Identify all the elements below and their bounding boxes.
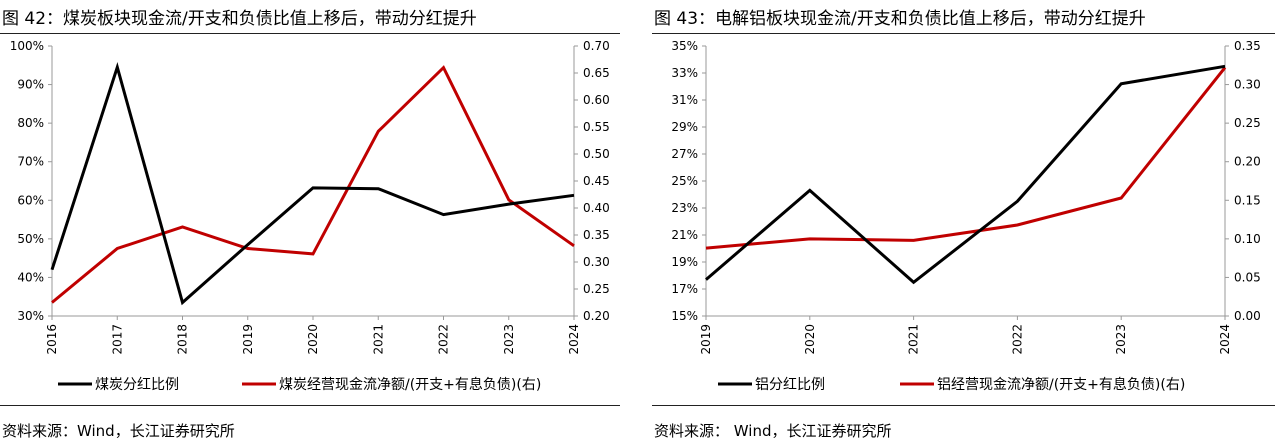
aluminum-x-tick-label: 2021 bbox=[907, 324, 921, 355]
coal-left-tick-label: 40% bbox=[17, 270, 44, 284]
aluminum-left-tick-label: 21% bbox=[671, 228, 698, 242]
coal-chart-title: 图 42：煤炭板块现金流/开支和负债比值上移后，带动分红提升 bbox=[2, 9, 477, 29]
coal-left-tick-label: 90% bbox=[17, 78, 44, 92]
aluminum-chart-svg: 15% 17% 19% 21% 23% 25% 27% 29% 31% 33% 35% 0.00 0.0… bbox=[671, 39, 1261, 393]
aluminum-left-tick-label: 29% bbox=[671, 120, 698, 134]
coal-x-tick-label: 2019 bbox=[241, 324, 255, 355]
aluminum-left-tick-label: 19% bbox=[671, 255, 698, 269]
coal-title-divider bbox=[0, 33, 620, 34]
coal-right-tick-label: 0.55 bbox=[583, 120, 610, 134]
coal-right-tick-label: 0.45 bbox=[583, 174, 610, 188]
aluminum-left-tick-label: 25% bbox=[671, 174, 698, 188]
aluminum-series-payout-line bbox=[705, 64, 1226, 285]
coal-x-tick-label: 2020 bbox=[306, 324, 320, 355]
coal-x-tick-label: 2024 bbox=[567, 324, 581, 355]
coal-right-tick-label: 0.70 bbox=[583, 39, 610, 53]
coal-series-cashflow-line bbox=[51, 65, 575, 304]
coal-left-tick-label: 50% bbox=[17, 232, 44, 246]
coal-chart-svg: 30% 40% 50% 60% 70% 80% 90% 100% 0.20 0.25 0.30 0.3… bbox=[10, 39, 610, 393]
coal-right-tick-label: 0.65 bbox=[583, 66, 610, 80]
aluminum-left-tick-label: 17% bbox=[671, 282, 698, 296]
aluminum-left-tick-label: 31% bbox=[671, 93, 698, 107]
coal-right-tick-label: 0.50 bbox=[583, 147, 610, 161]
aluminum-chart-panel: 图 43：电解铝板块现金流/开支和负债比值上移后，带动分红提升 15% 17% 19… bbox=[652, 0, 1275, 447]
coal-x-tick-label: 2022 bbox=[437, 324, 451, 355]
aluminum-right-tick-label: 0.25 bbox=[1234, 116, 1261, 130]
coal-left-tick-label: 30% bbox=[17, 309, 44, 323]
aluminum-x-tick-label: 2022 bbox=[1010, 324, 1024, 355]
aluminum-right-tick-label: 0.20 bbox=[1234, 155, 1261, 169]
coal-right-tick-label: 0.25 bbox=[583, 282, 610, 296]
coal-left-tick-label: 70% bbox=[17, 155, 44, 169]
aluminum-x-tick-label: 2019 bbox=[699, 324, 713, 355]
coal-right-tick-label: 0.20 bbox=[583, 309, 610, 323]
coal-right-tick-label: 0.40 bbox=[583, 201, 610, 215]
aluminum-right-tick-label: 0.00 bbox=[1234, 309, 1261, 323]
coal-x-tick-label: 2018 bbox=[176, 324, 190, 355]
coal-x-tick-label: 2021 bbox=[371, 324, 385, 355]
aluminum-chart-source: 资料来源： Wind，长江证券研究所 bbox=[654, 422, 892, 440]
aluminum-left-tick-label: 35% bbox=[671, 39, 698, 53]
aluminum-right-tick-label: 0.35 bbox=[1234, 39, 1261, 53]
coal-left-tick-label: 80% bbox=[17, 116, 44, 130]
coal-left-tick-label: 100% bbox=[10, 39, 44, 53]
coal-x-tick-label: 2016 bbox=[45, 324, 59, 355]
aluminum-legend-label: 铝经营现金流净额/(开支+有息负债)(右) bbox=[937, 376, 1185, 393]
coal-legend-label: 煤炭经营现金流净额/(开支+有息负债)(右) bbox=[279, 376, 541, 393]
coal-x-tick-label: 2017 bbox=[110, 324, 124, 355]
aluminum-left-tick-label: 27% bbox=[671, 147, 698, 161]
coal-left-tick-label: 60% bbox=[17, 193, 44, 207]
coal-source-divider bbox=[0, 405, 620, 406]
aluminum-left-tick-label: 15% bbox=[671, 309, 698, 323]
coal-series-payout-line bbox=[50, 61, 575, 306]
coal-chart-source: 资料来源：Wind，长江证券研究所 bbox=[2, 422, 235, 440]
coal-legend-label: 煤炭分红比例 bbox=[95, 377, 179, 393]
aluminum-chart-title: 图 43：电解铝板块现金流/开支和负债比值上移后，带动分红提升 bbox=[654, 9, 1146, 29]
aluminum-left-tick-label: 33% bbox=[671, 66, 698, 80]
aluminum-x-tick-label: 2023 bbox=[1114, 324, 1128, 355]
aluminum-title-divider bbox=[652, 33, 1275, 34]
aluminum-legend-label: 铝分红比例 bbox=[755, 377, 825, 393]
coal-right-tick-label: 0.30 bbox=[583, 255, 610, 269]
coal-right-tick-label: 0.35 bbox=[583, 228, 610, 242]
aluminum-source-divider bbox=[652, 405, 1275, 406]
aluminum-right-tick-label: 0.15 bbox=[1234, 193, 1261, 207]
coal-right-tick-label: 0.60 bbox=[583, 93, 610, 107]
aluminum-x-tick-label: 2020 bbox=[803, 324, 817, 355]
aluminum-x-tick-label: 2024 bbox=[1218, 324, 1232, 355]
aluminum-right-tick-label: 0.10 bbox=[1234, 232, 1261, 246]
aluminum-right-tick-label: 0.30 bbox=[1234, 78, 1261, 92]
aluminum-left-tick-label: 23% bbox=[671, 201, 698, 215]
aluminum-right-tick-label: 0.05 bbox=[1234, 270, 1261, 284]
coal-x-tick-label: 2023 bbox=[502, 324, 516, 355]
coal-chart-panel: 图 42：煤炭板块现金流/开支和负债比值上移后，带动分红提升 30% 40% 50%… bbox=[0, 0, 620, 447]
aluminum-series-cashflow-line bbox=[705, 66, 1227, 250]
